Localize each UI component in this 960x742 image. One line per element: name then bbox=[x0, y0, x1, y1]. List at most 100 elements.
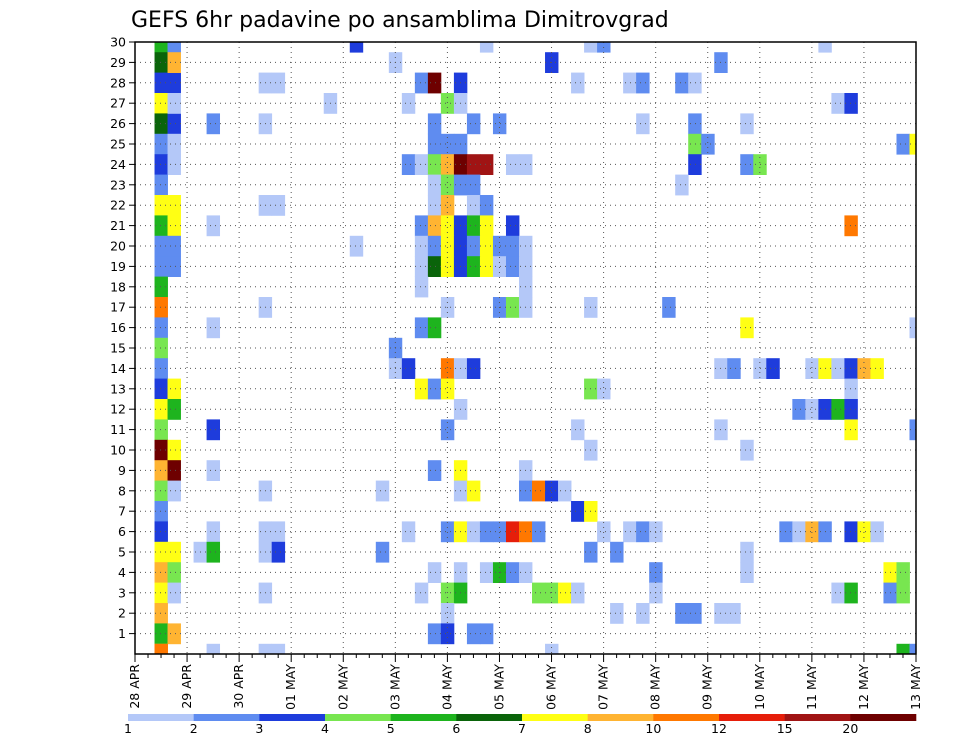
heatmap-cell bbox=[466, 480, 481, 502]
heatmap-cell bbox=[466, 215, 481, 237]
heatmap-cell bbox=[154, 399, 168, 420]
heatmap-cell bbox=[154, 297, 168, 318]
heatmap-cell bbox=[414, 215, 429, 237]
heatmap-cell bbox=[167, 42, 181, 53]
heatmap-cell bbox=[167, 562, 181, 583]
heatmap-cell bbox=[154, 235, 168, 257]
heatmap-cell bbox=[154, 521, 168, 543]
heatmap-cell bbox=[206, 215, 221, 237]
heatmap-cell bbox=[167, 378, 181, 400]
heatmap-cell bbox=[505, 297, 520, 318]
heatmap-cell bbox=[571, 419, 585, 441]
heatmap-cell bbox=[154, 42, 168, 53]
heatmap-cell bbox=[375, 541, 390, 563]
heatmap-cell bbox=[154, 113, 168, 135]
heatmap-cell bbox=[414, 317, 429, 339]
heatmap-cell bbox=[167, 256, 181, 277]
heatmap-cell bbox=[440, 623, 455, 645]
y-tick-label: 26 bbox=[110, 116, 126, 131]
heatmap-cell bbox=[401, 521, 416, 543]
heatmap-cell bbox=[167, 133, 181, 155]
y-tick-label: 13 bbox=[110, 381, 126, 396]
heatmap-cell bbox=[805, 521, 819, 543]
heatmap-cell bbox=[805, 399, 819, 420]
heatmap-cell bbox=[909, 317, 917, 339]
heatmap-cell bbox=[154, 317, 168, 339]
heatmap-cell bbox=[154, 337, 168, 359]
x-tick-label: 12 MAY bbox=[856, 664, 871, 710]
heatmap-cell bbox=[505, 562, 520, 583]
legend-swatch bbox=[390, 714, 457, 721]
y-tick-label: 21 bbox=[110, 218, 126, 233]
heatmap-cell bbox=[167, 582, 181, 604]
heatmap-cell bbox=[558, 582, 572, 604]
heatmap-cell bbox=[167, 195, 181, 216]
heatmap-cell bbox=[662, 297, 676, 318]
heatmap-cell bbox=[154, 480, 168, 502]
x-tick-label: 13 MAY bbox=[908, 664, 923, 710]
heatmap-cell bbox=[167, 235, 181, 257]
heatmap-cell bbox=[154, 378, 168, 400]
heatmap-cell bbox=[831, 93, 845, 114]
heatmap-cell bbox=[154, 623, 168, 645]
y-tick-label: 25 bbox=[110, 137, 126, 152]
heatmap-cell bbox=[505, 215, 520, 237]
legend-label: 10 bbox=[645, 721, 661, 736]
heatmap-cell bbox=[427, 154, 442, 175]
heatmap-cell bbox=[492, 235, 507, 257]
heatmap-cell bbox=[740, 317, 754, 339]
heatmap-cell bbox=[479, 42, 494, 53]
heatmap-cell bbox=[479, 195, 494, 216]
heatmap-cell bbox=[532, 582, 546, 604]
heatmap-cell bbox=[258, 643, 273, 655]
heatmap-cell bbox=[479, 562, 494, 583]
legend-label: 5 bbox=[387, 721, 395, 736]
y-tick-label: 9 bbox=[118, 463, 126, 478]
heatmap-cell bbox=[844, 521, 858, 543]
heatmap-cell bbox=[610, 541, 624, 563]
legend-label: 8 bbox=[584, 721, 592, 736]
heatmap-cell bbox=[492, 113, 507, 135]
y-tick-label: 14 bbox=[110, 361, 126, 376]
heatmap-cell bbox=[857, 358, 871, 379]
heatmap-cell bbox=[466, 174, 481, 196]
heatmap-cell bbox=[492, 256, 507, 277]
heatmap-cell bbox=[440, 93, 455, 114]
y-tick-label: 28 bbox=[110, 75, 126, 90]
heatmap-cell bbox=[167, 52, 181, 73]
heatmap-cell bbox=[740, 562, 754, 583]
heatmap-cell bbox=[414, 256, 429, 277]
heatmap-cell bbox=[154, 643, 168, 655]
x-axis-ticks: 28 APR 29 APR 30 APR 01 MAY 02 MAY 03 MAY 04 M… bbox=[127, 654, 923, 710]
legend-label: 15 bbox=[777, 721, 793, 736]
heatmap-cell bbox=[636, 72, 650, 94]
heatmap-cell bbox=[831, 399, 845, 420]
legend-label: 2 bbox=[190, 721, 198, 736]
legend-label: 20 bbox=[842, 721, 858, 736]
heatmap-cell bbox=[427, 623, 442, 645]
heatmap-cell bbox=[727, 358, 741, 379]
heatmap-cell bbox=[792, 399, 806, 420]
y-tick-label: 15 bbox=[110, 341, 126, 356]
legend-swatch bbox=[850, 714, 917, 721]
heatmap-cell bbox=[349, 42, 364, 53]
heatmap-cell bbox=[818, 42, 832, 53]
y-tick-label: 24 bbox=[110, 157, 126, 172]
y-tick-label: 2 bbox=[118, 606, 126, 621]
heatmap-cell bbox=[206, 317, 221, 339]
heatmap-cell bbox=[206, 419, 221, 441]
heatmap-cell bbox=[154, 460, 168, 481]
heatmap-cell bbox=[401, 358, 416, 379]
y-tick-label: 19 bbox=[110, 259, 126, 274]
heatmap-cell bbox=[440, 256, 455, 277]
heatmap-cell bbox=[675, 72, 689, 94]
heatmap-cell bbox=[675, 603, 689, 624]
y-tick-label: 11 bbox=[110, 422, 126, 437]
legend-swatch bbox=[784, 714, 851, 721]
heatmap-cell bbox=[167, 154, 181, 175]
color-legend: 1 2 3 4 5 6 7 8 10 12 15 20 bbox=[124, 714, 917, 736]
heatmap-cell bbox=[427, 256, 442, 277]
heatmap-cell bbox=[896, 643, 910, 655]
heatmap-cell bbox=[206, 521, 221, 543]
heatmap-cell bbox=[532, 521, 546, 543]
